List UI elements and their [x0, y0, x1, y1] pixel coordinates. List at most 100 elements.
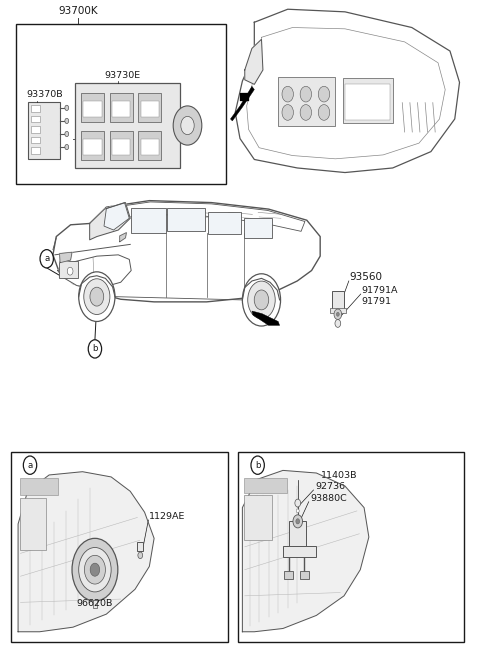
FancyBboxPatch shape [32, 105, 40, 112]
Text: 91791A: 91791A [362, 286, 398, 295]
Polygon shape [104, 203, 129, 230]
FancyBboxPatch shape [81, 131, 104, 160]
Circle shape [90, 287, 104, 306]
Text: b: b [255, 461, 261, 470]
Circle shape [84, 279, 110, 314]
Text: 11403B: 11403B [321, 470, 358, 480]
Polygon shape [242, 470, 369, 632]
FancyBboxPatch shape [244, 478, 287, 493]
FancyBboxPatch shape [207, 212, 241, 234]
Text: 96620B: 96620B [76, 598, 113, 607]
Text: 93370B: 93370B [27, 91, 63, 99]
FancyBboxPatch shape [332, 291, 344, 310]
Circle shape [296, 509, 299, 513]
Text: a: a [27, 461, 33, 470]
FancyBboxPatch shape [32, 136, 40, 143]
Polygon shape [235, 9, 459, 173]
Circle shape [335, 319, 341, 327]
Circle shape [79, 272, 115, 321]
Circle shape [72, 539, 118, 601]
FancyBboxPatch shape [20, 498, 46, 550]
Circle shape [65, 105, 69, 110]
Circle shape [65, 118, 69, 123]
FancyBboxPatch shape [137, 543, 143, 552]
FancyBboxPatch shape [141, 138, 159, 155]
FancyBboxPatch shape [284, 571, 293, 579]
Circle shape [88, 340, 102, 358]
FancyBboxPatch shape [32, 126, 40, 133]
FancyBboxPatch shape [138, 131, 161, 160]
FancyBboxPatch shape [345, 84, 390, 119]
Circle shape [90, 563, 100, 576]
Polygon shape [90, 203, 130, 240]
FancyBboxPatch shape [330, 308, 346, 313]
Circle shape [295, 499, 300, 507]
Circle shape [24, 456, 36, 474]
FancyBboxPatch shape [244, 495, 273, 541]
Polygon shape [252, 311, 280, 325]
Circle shape [65, 131, 69, 136]
FancyBboxPatch shape [112, 138, 130, 155]
Circle shape [40, 250, 53, 268]
Circle shape [300, 87, 312, 102]
Circle shape [318, 104, 330, 120]
FancyBboxPatch shape [81, 94, 104, 122]
Text: 93880C: 93880C [311, 494, 348, 503]
Circle shape [67, 267, 73, 275]
Circle shape [300, 104, 312, 120]
FancyBboxPatch shape [283, 546, 316, 557]
Circle shape [282, 87, 293, 102]
FancyBboxPatch shape [288, 522, 306, 546]
Circle shape [254, 290, 269, 310]
Text: 91791: 91791 [362, 297, 392, 306]
FancyBboxPatch shape [20, 478, 58, 495]
FancyBboxPatch shape [84, 138, 102, 155]
FancyBboxPatch shape [131, 209, 166, 234]
FancyBboxPatch shape [238, 452, 464, 642]
FancyBboxPatch shape [32, 147, 40, 154]
Polygon shape [58, 255, 131, 289]
Circle shape [336, 312, 339, 316]
Circle shape [293, 515, 302, 528]
FancyBboxPatch shape [244, 218, 273, 238]
FancyBboxPatch shape [93, 600, 97, 607]
Text: 1129AE: 1129AE [149, 512, 186, 521]
Circle shape [138, 552, 143, 559]
FancyBboxPatch shape [75, 83, 180, 168]
Polygon shape [245, 39, 263, 85]
Polygon shape [18, 472, 154, 632]
FancyBboxPatch shape [343, 79, 393, 123]
Text: 93560: 93560 [350, 272, 383, 282]
Polygon shape [230, 87, 254, 121]
Polygon shape [53, 201, 320, 302]
FancyBboxPatch shape [110, 94, 132, 122]
FancyBboxPatch shape [32, 115, 40, 122]
FancyBboxPatch shape [11, 452, 228, 642]
Circle shape [318, 87, 330, 102]
FancyBboxPatch shape [240, 93, 249, 101]
Text: 93700K: 93700K [58, 7, 97, 16]
FancyBboxPatch shape [59, 261, 78, 278]
Text: 93730E: 93730E [104, 71, 140, 80]
FancyBboxPatch shape [112, 100, 130, 117]
FancyBboxPatch shape [138, 94, 161, 122]
FancyBboxPatch shape [84, 100, 102, 117]
FancyBboxPatch shape [278, 77, 336, 125]
Circle shape [282, 104, 293, 120]
Circle shape [181, 116, 194, 134]
Circle shape [296, 519, 300, 524]
Circle shape [251, 456, 264, 474]
Circle shape [173, 106, 202, 145]
Text: b: b [92, 344, 97, 354]
Circle shape [79, 548, 111, 592]
Circle shape [65, 144, 69, 150]
Polygon shape [120, 233, 126, 242]
FancyBboxPatch shape [16, 24, 226, 184]
FancyBboxPatch shape [28, 102, 60, 159]
FancyBboxPatch shape [141, 100, 159, 117]
Circle shape [84, 556, 106, 584]
Text: a: a [44, 255, 49, 263]
Circle shape [334, 309, 342, 319]
Text: 92736: 92736 [315, 482, 346, 491]
FancyBboxPatch shape [110, 131, 132, 160]
